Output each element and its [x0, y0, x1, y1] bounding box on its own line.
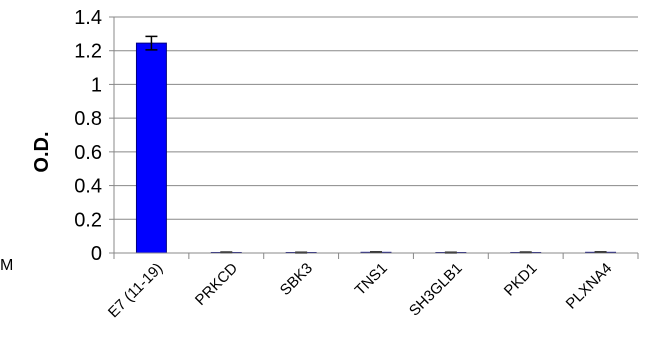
y-tick-label: 1 — [91, 74, 102, 96]
x-tick-label: SH3GLB1 — [406, 260, 466, 320]
x-tick-label: PKD1 — [501, 260, 541, 300]
y-tick-label: 0 — [91, 243, 102, 265]
y-tick-label: 0.6 — [74, 142, 102, 164]
y-tick-label: 1.4 — [74, 7, 102, 29]
x-tick-label: E7 (11-19) — [105, 260, 166, 321]
y-axis-title: O.D. — [31, 131, 53, 172]
y-tick-labels: 0 0.2 0.4 0.6 0.8 1 1.2 1.4 — [74, 7, 102, 265]
gridlines — [114, 16, 638, 220]
x-tick-labels: E7 (11-19) PRKCD SBK3 TNS1 SH3GLB1 PKD1 PLXNA4 — [105, 260, 615, 321]
bar — [135, 42, 167, 254]
y-tick-label: 0.8 — [74, 108, 102, 130]
y-tick-label: 0.2 — [74, 209, 102, 231]
y-tick-label: 1.2 — [74, 41, 102, 63]
x-tick-label: TNS1 — [352, 260, 391, 299]
stray-text: M — [0, 257, 13, 274]
y-tick-label: 0.4 — [74, 176, 102, 198]
x-tick-label: SBK3 — [277, 260, 316, 299]
bars — [135, 42, 617, 254]
axes — [109, 16, 639, 259]
error-bars — [145, 35, 607, 254]
x-tick-label: PRKCD — [192, 260, 241, 309]
x-tick-label: PLXNA4 — [563, 260, 616, 313]
